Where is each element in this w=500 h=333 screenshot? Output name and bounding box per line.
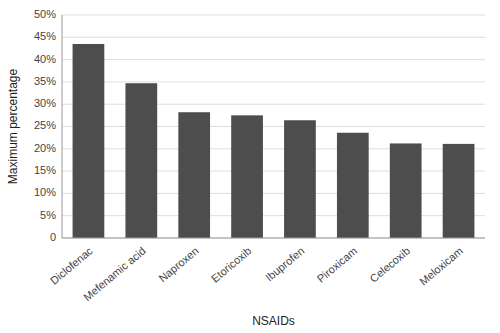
x-tick-label: Piroxicam [315, 244, 360, 284]
bar [443, 144, 475, 238]
y-tick-label: 15% [34, 164, 56, 176]
grid-line [62, 15, 485, 16]
y-tick-labels: 0 5% 10% 15% 20% 25% 30% 35% 40% 45% 50% [34, 8, 56, 243]
y-axis-title: Maximum percentage [6, 68, 20, 184]
grid-line [62, 238, 485, 239]
x-tick-label: Meloxicam [417, 244, 465, 287]
y-tick-label: 25% [34, 119, 56, 131]
y-tick-label: 40% [34, 53, 56, 65]
y-tick-label: 5% [40, 209, 56, 221]
x-tick-label: Naproxen [156, 244, 200, 284]
y-tick-label: 45% [34, 30, 56, 42]
x-tick-label: Mefenamic acid [81, 244, 148, 303]
bar [125, 83, 157, 238]
grid-line [62, 81, 485, 82]
bar [231, 115, 263, 238]
chart-svg: 0 5% 10% 15% 20% 25% 30% 35% 40% 45% 50% Diclofenac… [0, 0, 500, 333]
x-tick-label: Etoricoxib [209, 244, 254, 284]
bar [337, 133, 369, 238]
y-tick-label: 30% [34, 97, 56, 109]
y-tick-label: 0 [50, 231, 56, 243]
x-tick-label: Celecoxib [367, 244, 412, 284]
y-tick-label: 10% [34, 186, 56, 198]
grid-line [62, 59, 485, 60]
y-tick-label: 35% [34, 75, 56, 87]
y-tick-label: 50% [34, 8, 56, 20]
bar [178, 112, 210, 238]
x-axis-line [62, 238, 485, 239]
x-tick-label: Diclofenac [48, 244, 95, 287]
grid [62, 15, 485, 238]
x-tick-label: Ibuprofen [263, 244, 306, 283]
bar [73, 44, 105, 238]
bar [390, 143, 422, 238]
y-tick-label: 20% [34, 142, 56, 154]
y-axis-line [62, 15, 63, 238]
bars [73, 44, 475, 238]
grid-line [62, 37, 485, 38]
chart-container: 0 5% 10% 15% 20% 25% 30% 35% 40% 45% 50% Diclofenac… [0, 0, 500, 333]
bar [284, 120, 316, 238]
x-tick-labels: DiclofenacMefenamic acidNaproxenEtoricox… [48, 244, 465, 303]
x-axis-title: NSAIDs [252, 314, 295, 328]
